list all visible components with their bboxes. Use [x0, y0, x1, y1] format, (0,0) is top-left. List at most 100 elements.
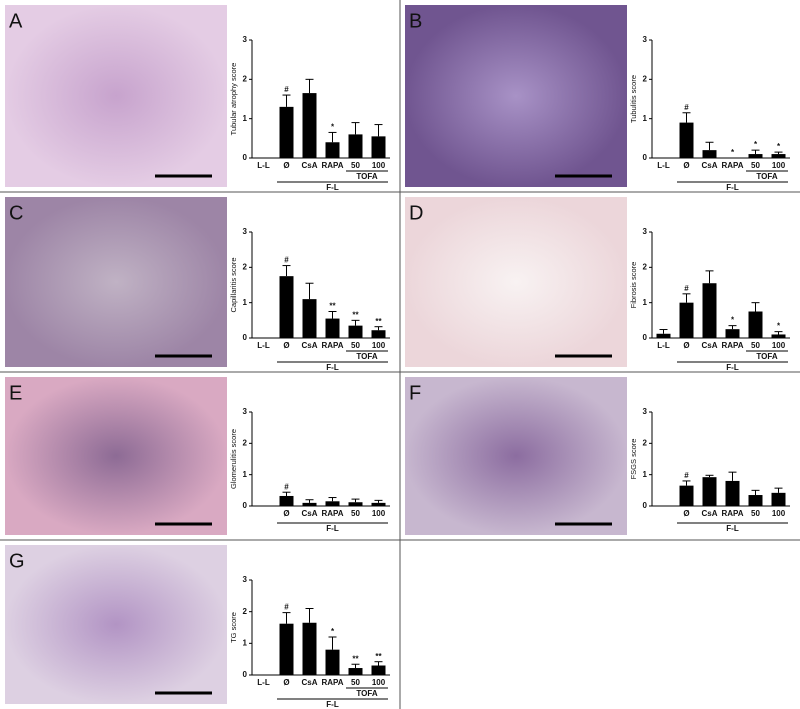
bar [279, 495, 294, 506]
bar [325, 649, 340, 675]
significance-mark: * [331, 627, 335, 636]
significance-mark: # [684, 471, 689, 480]
x-tick-label: CsA [701, 161, 717, 170]
bar [371, 136, 386, 158]
x-tick-label: 50 [351, 161, 360, 170]
bar [348, 668, 363, 675]
x-tick-label: RAPA [721, 341, 743, 350]
y-tick-label: 1 [243, 298, 248, 307]
significance-mark: * [777, 142, 781, 151]
x-tick-label: Ø [283, 509, 289, 518]
x-tick-label: 100 [372, 678, 386, 687]
x-tick-label: Ø [283, 161, 289, 170]
bar [302, 502, 317, 506]
y-tick-label: 1 [243, 114, 248, 123]
significance-mark: # [684, 103, 689, 112]
group-label: TOFA [356, 172, 377, 181]
significance-mark: # [284, 482, 289, 491]
x-tick-label: CsA [701, 509, 717, 518]
significance-mark: # [284, 256, 289, 265]
histology-image [5, 197, 227, 367]
bar [679, 122, 694, 158]
significance-mark: ** [375, 652, 382, 661]
group-label: F-L [326, 183, 339, 192]
x-tick-label: Ø [283, 341, 289, 350]
bar [748, 311, 763, 338]
y-tick-label: 2 [643, 262, 648, 271]
x-tick-label: L-L [257, 161, 270, 170]
bar [656, 333, 671, 338]
y-tick-label: 3 [643, 227, 648, 236]
bar [771, 492, 786, 506]
bar [371, 502, 386, 506]
panel-letter: F [409, 382, 421, 404]
significance-mark: * [777, 322, 781, 331]
x-tick-label: L-L [657, 161, 670, 170]
bar [748, 495, 763, 506]
y-tick-label: 2 [243, 74, 248, 83]
bar [679, 302, 694, 338]
y-tick-label: 0 [243, 333, 248, 342]
bar [279, 276, 294, 338]
bar [771, 334, 786, 338]
significance-mark: ** [352, 654, 359, 663]
x-tick-label: CsA [301, 161, 317, 170]
histology-image [405, 5, 627, 187]
x-tick-label: 100 [772, 509, 786, 518]
x-tick-label: 50 [351, 509, 360, 518]
x-tick-label: RAPA [321, 678, 343, 687]
bar [325, 318, 340, 338]
y-tick-label: 1 [243, 638, 248, 647]
panel-letter: B [409, 10, 422, 32]
x-tick-label: 100 [372, 161, 386, 170]
x-tick-label: 100 [372, 341, 386, 350]
y-tick-label: 2 [643, 74, 648, 83]
y-tick-label: 0 [243, 501, 248, 510]
bar [279, 623, 294, 675]
x-tick-label: 50 [751, 161, 760, 170]
significance-mark: # [284, 603, 289, 612]
significance-mark: * [754, 140, 758, 149]
y-tick-label: 1 [243, 470, 248, 479]
x-tick-label: Ø [683, 509, 689, 518]
y-tick-label: 3 [243, 227, 248, 236]
x-tick-label: 50 [751, 509, 760, 518]
panel-letter: G [9, 550, 25, 572]
y-axis-label: Capillaritis score [229, 257, 238, 312]
histology-image [5, 377, 227, 535]
bar [348, 134, 363, 158]
bar [348, 502, 363, 506]
y-tick-label: 1 [643, 298, 648, 307]
y-tick-label: 2 [643, 438, 648, 447]
group-label: TOFA [356, 689, 377, 698]
y-tick-label: 1 [643, 114, 648, 123]
y-tick-label: 3 [643, 407, 648, 416]
y-tick-label: 3 [643, 35, 648, 44]
y-tick-label: 2 [243, 438, 248, 447]
histology-image [405, 197, 627, 367]
x-tick-label: RAPA [321, 509, 343, 518]
histology-image [405, 377, 627, 535]
x-tick-label: CsA [301, 678, 317, 687]
x-tick-label: 50 [351, 341, 360, 350]
significance-mark: ** [329, 302, 336, 311]
x-tick-label: L-L [257, 678, 270, 687]
y-tick-label: 2 [243, 262, 248, 271]
x-tick-label: 50 [751, 341, 760, 350]
y-axis-label: FSGS score [629, 439, 638, 480]
x-tick-label: CsA [301, 341, 317, 350]
x-tick-label: L-L [657, 341, 670, 350]
y-axis-label: Fibrosis score [629, 262, 638, 309]
y-tick-label: 0 [243, 670, 248, 679]
y-axis-label: TG score [229, 612, 238, 643]
bar [279, 106, 294, 158]
bar [771, 154, 786, 158]
y-tick-label: 3 [243, 407, 248, 416]
y-tick-label: 0 [643, 501, 648, 510]
group-label: F-L [726, 524, 739, 533]
x-tick-label: CsA [701, 341, 717, 350]
panel-letter: D [409, 202, 423, 224]
bar [702, 477, 717, 506]
significance-mark: * [331, 123, 335, 132]
